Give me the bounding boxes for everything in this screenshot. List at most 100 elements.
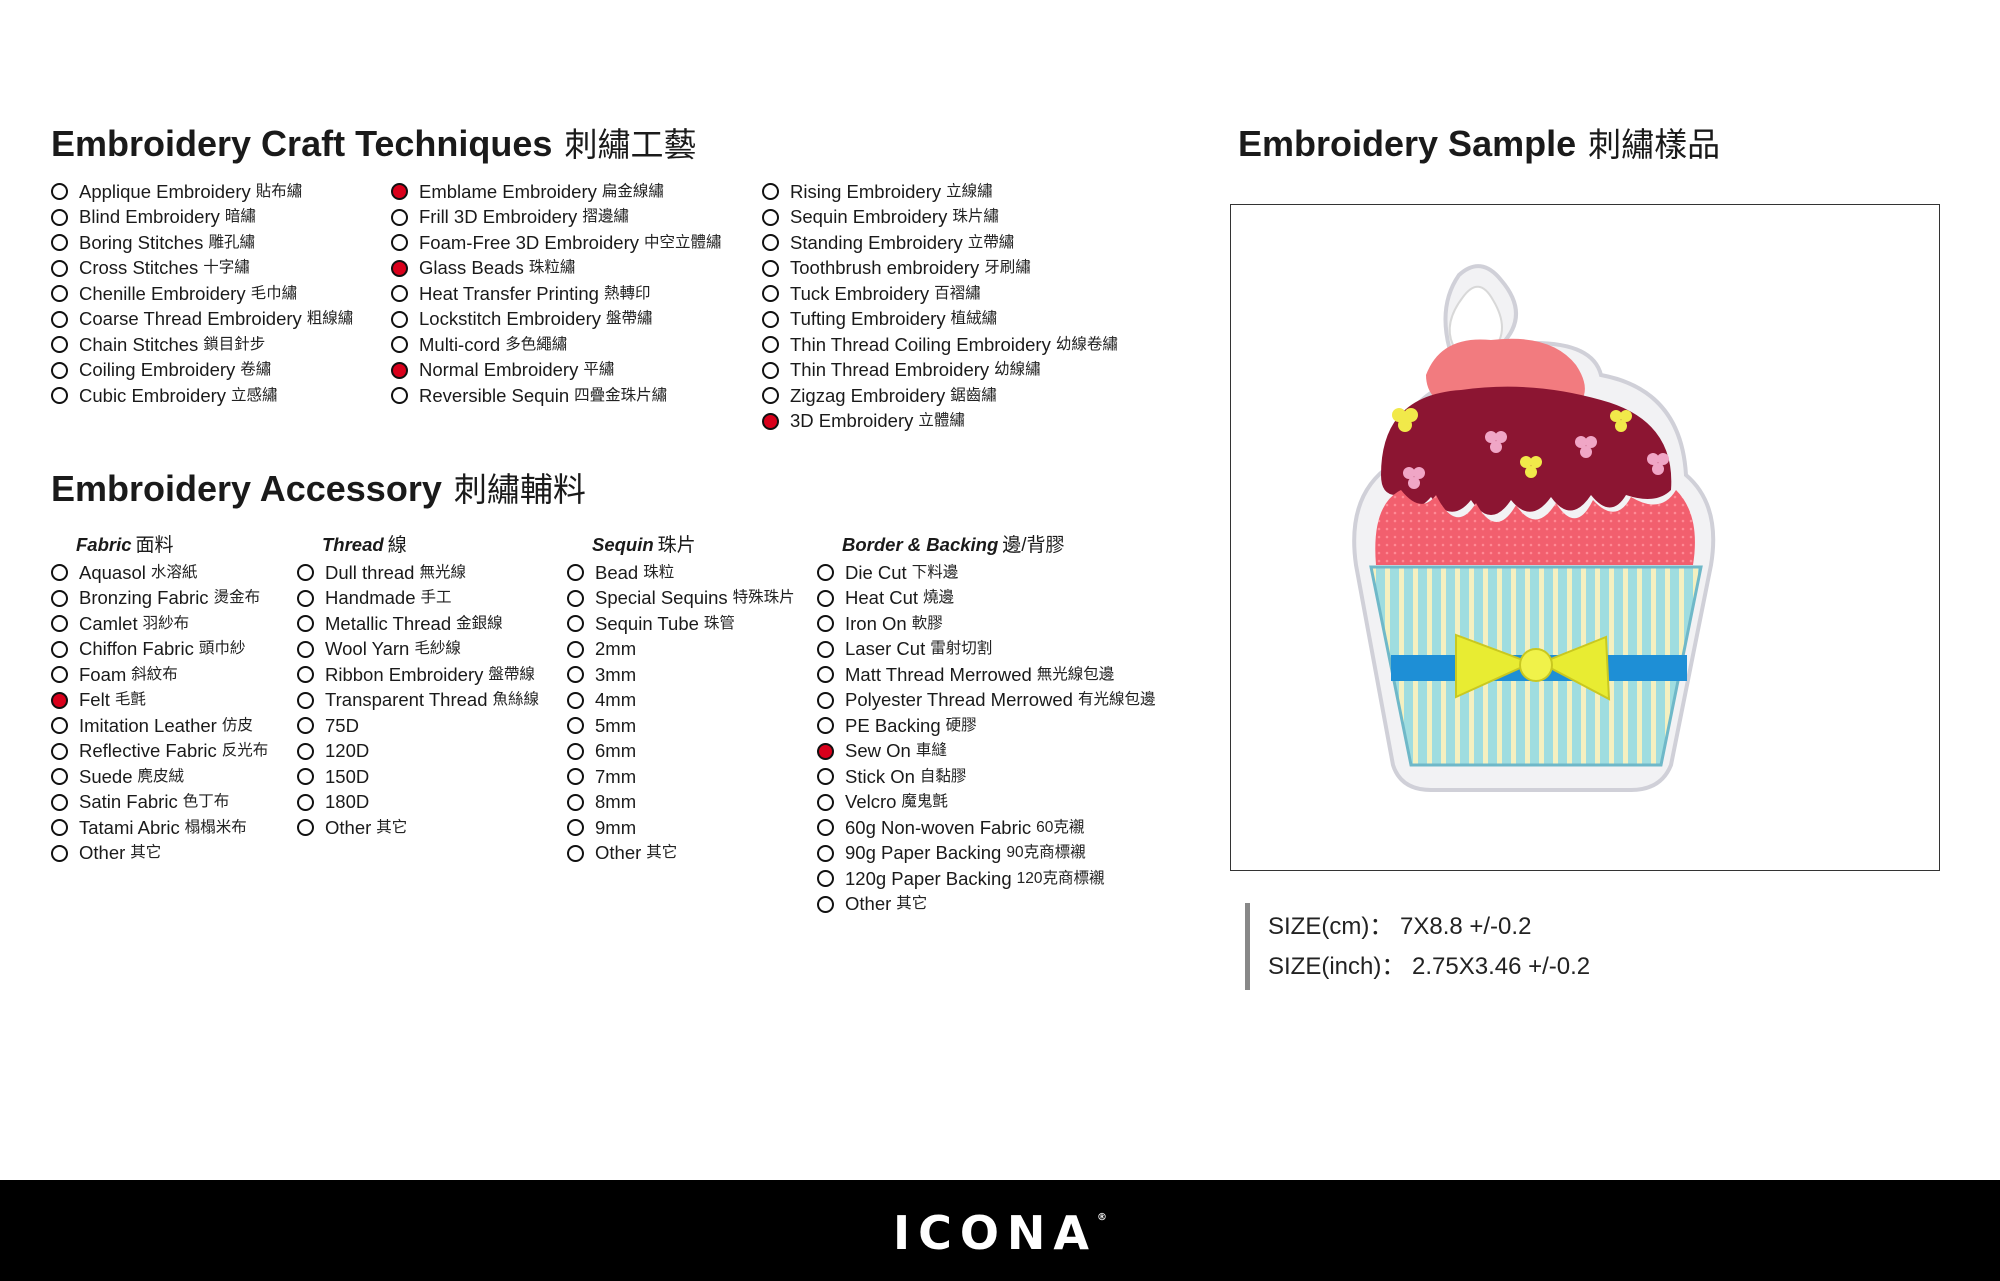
radio-unchecked-icon[interactable]	[391, 336, 408, 354]
option-item[interactable]: Coiling Embroidery 卷繡	[51, 358, 353, 384]
option-item[interactable]: Imitation Leather 仿皮	[51, 713, 268, 739]
option-item[interactable]: Boring Stitches 雕孔繡	[51, 230, 353, 256]
radio-unchecked-icon[interactable]	[51, 208, 68, 226]
radio-unchecked-icon[interactable]	[391, 285, 408, 303]
option-item[interactable]: 2mm	[567, 637, 795, 663]
option-item[interactable]: 150D	[297, 764, 539, 790]
option-item[interactable]: Reversible Sequin 四疊金珠片繡	[391, 383, 722, 409]
option-item[interactable]: 7mm	[567, 764, 795, 790]
radio-unchecked-icon[interactable]	[51, 183, 68, 201]
option-item[interactable]: Special Sequins 特殊珠片	[567, 586, 795, 612]
radio-unchecked-icon[interactable]	[297, 742, 314, 760]
option-item[interactable]: 6mm	[567, 739, 795, 765]
radio-unchecked-icon[interactable]	[817, 589, 834, 607]
radio-unchecked-icon[interactable]	[297, 793, 314, 811]
option-item[interactable]: 3mm	[567, 662, 795, 688]
radio-unchecked-icon[interactable]	[51, 666, 68, 684]
option-item[interactable]: Glass Beads 珠粒繡	[391, 256, 722, 282]
radio-unchecked-icon[interactable]	[817, 666, 834, 684]
radio-unchecked-icon[interactable]	[762, 183, 779, 201]
option-item[interactable]: Aquasol 水溶紙	[51, 560, 268, 586]
option-item[interactable]: Frill 3D Embroidery 摺邊繡	[391, 205, 722, 231]
radio-unchecked-icon[interactable]	[817, 793, 834, 811]
option-item[interactable]: 180D	[297, 790, 539, 816]
option-item[interactable]: Foam 斜紋布	[51, 662, 268, 688]
radio-unchecked-icon[interactable]	[51, 234, 68, 252]
radio-unchecked-icon[interactable]	[297, 819, 314, 837]
option-item[interactable]: Coarse Thread Embroidery 粗線繡	[51, 307, 353, 333]
radio-unchecked-icon[interactable]	[297, 717, 314, 735]
radio-checked-icon[interactable]	[817, 742, 834, 760]
option-item[interactable]: Sequin Embroidery 珠片繡	[762, 205, 1118, 231]
option-item[interactable]: Emblame Embroidery 扁金線繡	[391, 179, 722, 205]
radio-unchecked-icon[interactable]	[817, 717, 834, 735]
option-item[interactable]: Iron On 軟膠	[817, 611, 1155, 637]
radio-unchecked-icon[interactable]	[567, 564, 584, 582]
radio-unchecked-icon[interactable]	[51, 259, 68, 277]
radio-unchecked-icon[interactable]	[817, 819, 834, 837]
radio-unchecked-icon[interactable]	[567, 589, 584, 607]
radio-unchecked-icon[interactable]	[762, 310, 779, 328]
radio-unchecked-icon[interactable]	[762, 285, 779, 303]
option-item[interactable]: Dull thread 無光線	[297, 560, 539, 586]
radio-unchecked-icon[interactable]	[297, 691, 314, 709]
option-item[interactable]: 120g Paper Backing 120克商標襯	[817, 866, 1155, 892]
radio-unchecked-icon[interactable]	[51, 793, 68, 811]
radio-unchecked-icon[interactable]	[567, 819, 584, 837]
option-item[interactable]: Cross Stitches 十字繡	[51, 256, 353, 282]
option-item[interactable]: 75D	[297, 713, 539, 739]
radio-unchecked-icon[interactable]	[567, 691, 584, 709]
radio-unchecked-icon[interactable]	[817, 768, 834, 786]
radio-checked-icon[interactable]	[391, 361, 408, 379]
radio-unchecked-icon[interactable]	[51, 387, 68, 405]
radio-unchecked-icon[interactable]	[567, 615, 584, 633]
radio-unchecked-icon[interactable]	[762, 234, 779, 252]
option-item[interactable]: Sew On 車縫	[817, 739, 1155, 765]
option-item[interactable]: Other 其它	[297, 815, 539, 841]
option-item[interactable]: Bronzing Fabric 燙金布	[51, 586, 268, 612]
radio-unchecked-icon[interactable]	[391, 387, 408, 405]
radio-unchecked-icon[interactable]	[51, 717, 68, 735]
option-item[interactable]: Thin Thread Embroidery 幼線繡	[762, 358, 1118, 384]
option-item[interactable]: Matt Thread Merrowed 無光線包邊	[817, 662, 1155, 688]
radio-unchecked-icon[interactable]	[297, 768, 314, 786]
radio-unchecked-icon[interactable]	[51, 615, 68, 633]
option-item[interactable]: Other 其它	[817, 892, 1155, 918]
option-item[interactable]: Rising Embroidery 立線繡	[762, 179, 1118, 205]
radio-unchecked-icon[interactable]	[297, 589, 314, 607]
option-item[interactable]: Felt 毛氈	[51, 688, 268, 714]
radio-unchecked-icon[interactable]	[51, 640, 68, 658]
radio-unchecked-icon[interactable]	[567, 742, 584, 760]
radio-unchecked-icon[interactable]	[817, 691, 834, 709]
option-item[interactable]: 5mm	[567, 713, 795, 739]
radio-unchecked-icon[interactable]	[51, 310, 68, 328]
option-item[interactable]: Sequin Tube 珠管	[567, 611, 795, 637]
radio-checked-icon[interactable]	[391, 259, 408, 277]
radio-unchecked-icon[interactable]	[51, 742, 68, 760]
option-item[interactable]: Zigzag Embroidery 鋸齒繡	[762, 383, 1118, 409]
option-item[interactable]: 8mm	[567, 790, 795, 816]
option-item[interactable]: Die Cut 下料邊	[817, 560, 1155, 586]
option-item[interactable]: Foam-Free 3D Embroidery 中空立體繡	[391, 230, 722, 256]
option-item[interactable]: Reflective Fabric 反光布	[51, 739, 268, 765]
option-item[interactable]: Cubic Embroidery 立感繡	[51, 383, 353, 409]
radio-unchecked-icon[interactable]	[391, 310, 408, 328]
option-item[interactable]: Tufting Embroidery 植絨繡	[762, 307, 1118, 333]
radio-unchecked-icon[interactable]	[297, 640, 314, 658]
option-item[interactable]: Camlet 羽紗布	[51, 611, 268, 637]
option-item[interactable]: Multi-cord 多色繩繡	[391, 332, 722, 358]
radio-unchecked-icon[interactable]	[817, 870, 834, 888]
option-item[interactable]: Suede 麂皮絨	[51, 764, 268, 790]
radio-checked-icon[interactable]	[51, 691, 68, 709]
option-item[interactable]: Standing Embroidery 立帶繡	[762, 230, 1118, 256]
radio-unchecked-icon[interactable]	[762, 259, 779, 277]
option-item[interactable]: Chiffon Fabric 頭巾紗	[51, 637, 268, 663]
radio-unchecked-icon[interactable]	[297, 666, 314, 684]
radio-unchecked-icon[interactable]	[51, 768, 68, 786]
radio-unchecked-icon[interactable]	[567, 640, 584, 658]
option-item[interactable]: Heat Transfer Printing 熱轉印	[391, 281, 722, 307]
radio-unchecked-icon[interactable]	[817, 564, 834, 582]
radio-unchecked-icon[interactable]	[51, 844, 68, 862]
radio-unchecked-icon[interactable]	[762, 361, 779, 379]
option-item[interactable]: PE Backing 硬膠	[817, 713, 1155, 739]
